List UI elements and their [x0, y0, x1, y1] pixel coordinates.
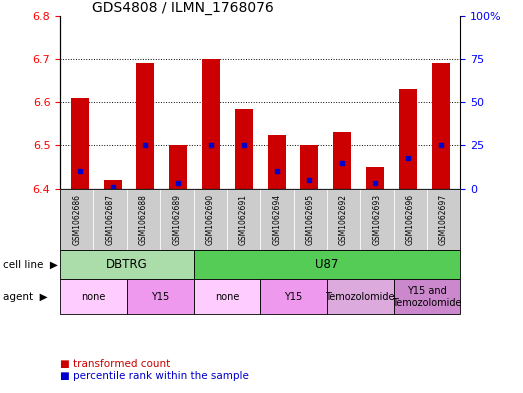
- Bar: [268, 134, 286, 189]
- Bar: [366, 167, 384, 189]
- Text: agent  ▶: agent ▶: [3, 292, 47, 302]
- Text: GSM1062696: GSM1062696: [406, 193, 415, 245]
- Bar: [202, 59, 220, 189]
- Text: Y15: Y15: [151, 292, 169, 302]
- Text: cell line  ▶: cell line ▶: [3, 259, 58, 269]
- Bar: [169, 145, 187, 189]
- Bar: [104, 180, 122, 189]
- Text: U87: U87: [315, 258, 338, 271]
- Bar: [399, 89, 417, 189]
- Text: GSM1062688: GSM1062688: [139, 194, 148, 244]
- Text: GSM1062686: GSM1062686: [72, 194, 81, 244]
- Text: Y15 and
Temozolomide: Y15 and Temozolomide: [392, 286, 462, 307]
- Text: none: none: [214, 292, 239, 302]
- Text: Y15: Y15: [285, 292, 303, 302]
- Text: ■ transformed count: ■ transformed count: [60, 360, 170, 369]
- Text: GSM1062692: GSM1062692: [339, 194, 348, 244]
- Text: GSM1062689: GSM1062689: [173, 194, 181, 244]
- Text: GDS4808 / ILMN_1768076: GDS4808 / ILMN_1768076: [92, 1, 274, 15]
- Bar: [431, 63, 450, 189]
- Text: DBTRG: DBTRG: [106, 258, 147, 271]
- Text: GSM1062697: GSM1062697: [439, 193, 448, 245]
- Text: none: none: [81, 292, 106, 302]
- Bar: [235, 108, 253, 189]
- Text: GSM1062690: GSM1062690: [206, 193, 214, 245]
- Text: Temozolomide: Temozolomide: [325, 292, 395, 302]
- Bar: [300, 145, 319, 189]
- Text: GSM1062691: GSM1062691: [239, 194, 248, 244]
- Text: GSM1062693: GSM1062693: [372, 193, 381, 245]
- Bar: [71, 98, 89, 189]
- Text: GSM1062695: GSM1062695: [306, 193, 315, 245]
- Text: GSM1062694: GSM1062694: [272, 193, 281, 245]
- Bar: [333, 132, 351, 189]
- Bar: [137, 63, 154, 189]
- Text: ■ percentile rank within the sample: ■ percentile rank within the sample: [60, 371, 249, 381]
- Text: GSM1062687: GSM1062687: [106, 194, 115, 244]
